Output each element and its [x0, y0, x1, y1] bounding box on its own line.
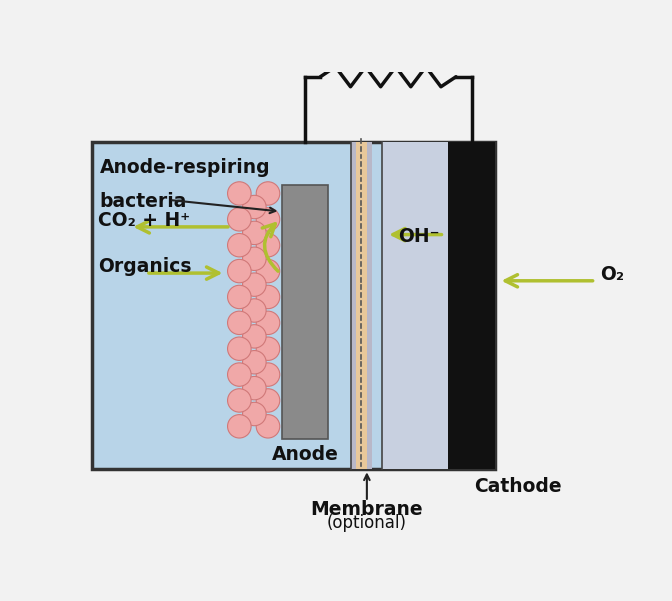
Bar: [367, 142, 372, 469]
Circle shape: [256, 234, 280, 257]
Circle shape: [228, 234, 251, 257]
Text: (optional): (optional): [327, 514, 407, 532]
Circle shape: [228, 415, 251, 438]
Circle shape: [256, 182, 280, 205]
Circle shape: [228, 182, 251, 205]
Circle shape: [243, 376, 266, 400]
Circle shape: [243, 221, 266, 245]
Circle shape: [228, 260, 251, 283]
Text: Organics: Organics: [98, 257, 192, 276]
Circle shape: [243, 299, 266, 322]
Circle shape: [243, 273, 266, 296]
Bar: [92, 142, 495, 469]
Bar: [351, 142, 356, 469]
Circle shape: [228, 311, 251, 335]
Text: bacteria: bacteria: [99, 192, 187, 211]
Bar: [382, 142, 448, 469]
Circle shape: [243, 402, 266, 426]
Circle shape: [243, 350, 266, 374]
Circle shape: [228, 207, 251, 231]
Circle shape: [228, 285, 251, 309]
Circle shape: [256, 207, 280, 231]
Text: O₂: O₂: [600, 265, 624, 284]
FancyArrowPatch shape: [262, 224, 278, 271]
Circle shape: [243, 247, 266, 270]
Text: Cathode: Cathode: [474, 477, 562, 496]
Circle shape: [228, 363, 251, 386]
Circle shape: [256, 363, 280, 386]
Circle shape: [243, 195, 266, 219]
Text: Membrane: Membrane: [310, 500, 423, 519]
Circle shape: [256, 260, 280, 283]
Circle shape: [243, 325, 266, 348]
Circle shape: [256, 285, 280, 309]
Text: Anode: Anode: [271, 445, 338, 464]
Text: OH⁻: OH⁻: [398, 227, 439, 246]
Circle shape: [228, 389, 251, 412]
Circle shape: [228, 337, 251, 361]
Bar: [356, 142, 367, 469]
Text: CO₂ + H⁺: CO₂ + H⁺: [98, 211, 190, 230]
Text: Anode-respiring: Anode-respiring: [99, 158, 270, 177]
Circle shape: [256, 415, 280, 438]
Bar: [448, 142, 495, 469]
Circle shape: [256, 337, 280, 361]
Circle shape: [256, 311, 280, 335]
Circle shape: [256, 389, 280, 412]
Bar: [282, 185, 328, 439]
